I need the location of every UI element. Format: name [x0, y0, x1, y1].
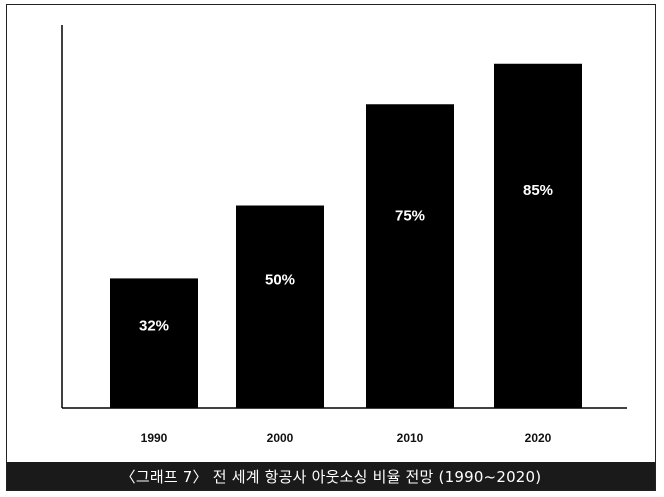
value-labels-group: 32% 50% 75% 85%: [139, 182, 553, 334]
value-label-2000: 50%: [265, 271, 295, 288]
bar-2010: [366, 104, 454, 408]
value-label-2010: 75%: [395, 208, 425, 225]
bar-1990: [110, 278, 198, 408]
value-label-1990: 32%: [139, 317, 169, 334]
x-tick-label-2010: 2010: [397, 431, 424, 445]
value-label-2020: 85%: [523, 182, 553, 199]
x-tick-label-2000: 2000: [267, 431, 294, 445]
x-tick-label-2020: 2020: [525, 431, 552, 445]
x-tick-labels-group: 1990 2000 2010 2020: [141, 431, 552, 445]
bar-2020: [494, 63, 582, 408]
x-tick-label-1990: 1990: [141, 431, 168, 445]
bars-group: [110, 63, 582, 408]
caption-bar: 〈그래프 7〉 전 세계 항공사 아웃소싱 비율 전망 (1990~2020): [7, 462, 655, 490]
bar-chart: 32% 50% 75% 85% 1990 2000 2010 2020: [61, 25, 627, 445]
chart-figure: 32% 50% 75% 85% 1990 2000 2010 2020 〈그래프 7〉 전 …: [6, 4, 656, 491]
chart-caption: 〈그래프 7〉 전 세계 항공사 아웃소싱 비율 전망 (1990~2020): [120, 467, 542, 486]
bar-2000: [236, 205, 324, 408]
